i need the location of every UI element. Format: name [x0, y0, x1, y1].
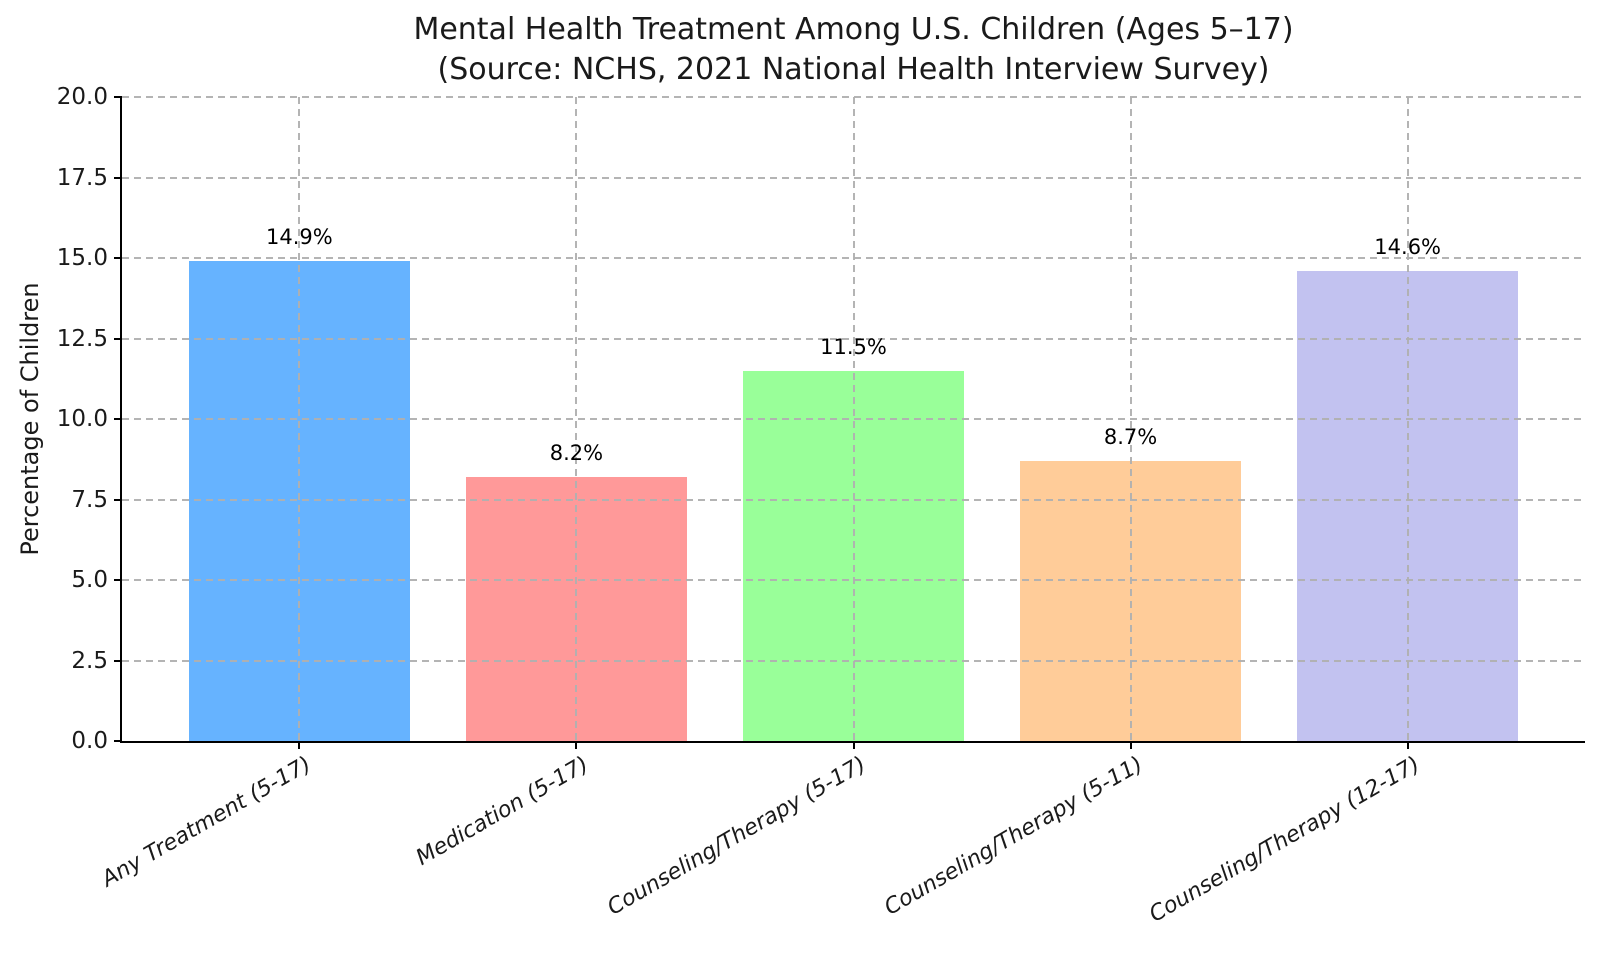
y-tick-mark	[114, 498, 122, 501]
y-tick-mark	[114, 418, 122, 420]
x-gridline	[1406, 97, 1409, 741]
chart-subtitle: (Source: NCHS, 2021 National Health Inte…	[437, 51, 1270, 87]
y-tick-label: 10.0	[56, 406, 108, 432]
y-tick-label: 15.0	[56, 245, 108, 271]
x-gridline	[575, 97, 578, 741]
x-gridline	[298, 97, 301, 741]
x-gridline	[1129, 97, 1132, 741]
x-tick-mark	[1406, 741, 1409, 749]
bar-value-label: 8.7%	[1103, 424, 1158, 449]
y-tick-label: 0.0	[71, 728, 108, 754]
y-tick-mark	[114, 96, 122, 98]
x-tick-mark	[575, 741, 578, 749]
x-tick-label: Medication (5-17)	[412, 752, 593, 871]
y-tick-mark	[114, 740, 122, 742]
y-tick-mark	[114, 337, 122, 340]
bar-value-label: 14.9%	[265, 225, 333, 250]
chart-title: Mental Health Treatment Among U.S. Child…	[413, 12, 1294, 47]
y-tick-label: 5.0	[71, 567, 108, 593]
x-tick-label: Counseling/Therapy (5-17)	[603, 752, 870, 921]
bar-value-label: 14.6%	[1374, 234, 1442, 259]
title-block: Mental Health Treatment Among U.S. Child…	[122, 10, 1585, 89]
x-tick-label: Counseling/Therapy (5-11)	[880, 752, 1148, 921]
x-tick-mark	[1129, 741, 1132, 749]
y-tick-mark	[114, 579, 122, 581]
x-gridline	[852, 97, 855, 741]
y-axis-spine	[120, 97, 122, 741]
y-tick-label: 17.5	[56, 164, 108, 191]
x-tick-label: Counseling/Therapy (12-17)	[1145, 752, 1425, 928]
bar-value-label: 8.2%	[549, 440, 604, 465]
y-tick-label: 7.5	[71, 486, 108, 513]
x-axis-spine	[120, 741, 1585, 743]
plot-area: 14.9% 8.2% 11.5% 8.7% 14.6%	[120, 96, 1585, 743]
y-tick-label: 12.5	[56, 325, 108, 352]
y-tick-label: 2.5	[71, 647, 108, 674]
y-tick-mark	[114, 257, 122, 259]
x-tick-label: Any Treatment (5-17)	[98, 752, 316, 893]
y-tick-mark	[114, 659, 122, 662]
y-tick-mark	[114, 176, 122, 179]
y-tick-label: 20.0	[56, 84, 108, 110]
x-tick-mark	[852, 741, 855, 749]
x-tick-mark	[298, 741, 301, 749]
bar-value-label: 11.5%	[820, 334, 887, 359]
